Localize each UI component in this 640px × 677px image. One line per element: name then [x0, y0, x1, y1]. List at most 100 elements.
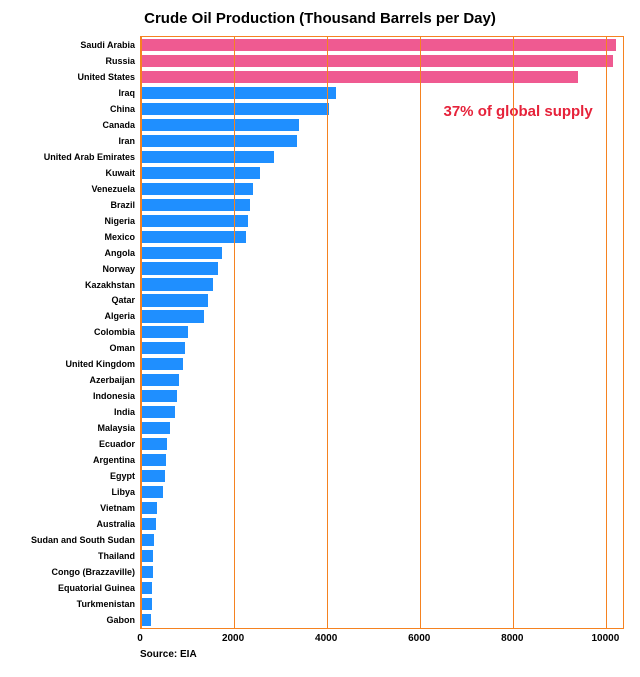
- bar-row: Iraq: [141, 85, 623, 101]
- bar-row: Indonesia: [141, 388, 623, 404]
- category-label: Qatar: [111, 295, 141, 305]
- bar: [141, 502, 157, 514]
- bar: [141, 326, 188, 338]
- bar-row: India: [141, 404, 623, 420]
- category-label: Mexico: [104, 232, 141, 242]
- bar: [141, 278, 213, 290]
- bar: [141, 614, 151, 626]
- category-label: United States: [77, 72, 141, 82]
- category-label: Turkmenistan: [77, 599, 141, 609]
- category-label: Argentina: [93, 455, 141, 465]
- category-label: Angola: [105, 248, 142, 258]
- x-tick-label: 10000: [591, 633, 619, 644]
- bar: [141, 582, 152, 594]
- bar-row: Algeria: [141, 308, 623, 324]
- bar: [141, 262, 218, 274]
- chart-container: Crude Oil Production (Thousand Barrels p…: [0, 0, 640, 677]
- category-label: Russia: [105, 56, 141, 66]
- bar: [141, 422, 170, 434]
- bar: [141, 454, 166, 466]
- category-label: Egypt: [110, 471, 141, 481]
- bars-group: Saudi ArabiaRussiaUnited StatesIraqChina…: [141, 37, 623, 628]
- category-label: Equatorial Guinea: [58, 583, 141, 593]
- category-label: Sudan and South Sudan: [31, 535, 141, 545]
- bar-row: Equatorial Guinea: [141, 580, 623, 596]
- category-label: Gabon: [107, 615, 142, 625]
- category-label: United Arab Emirates: [44, 152, 141, 162]
- bar-row: Argentina: [141, 452, 623, 468]
- bar: [141, 310, 204, 322]
- bar-row: Qatar: [141, 293, 623, 309]
- bar: [141, 215, 248, 227]
- bar-row: Turkmenistan: [141, 596, 623, 612]
- bar: [141, 358, 183, 370]
- x-tick-label: 4000: [315, 633, 337, 644]
- bar: [141, 438, 167, 450]
- bar: [141, 374, 179, 386]
- bar-row: Brazil: [141, 197, 623, 213]
- bar-row: Sudan and South Sudan: [141, 532, 623, 548]
- bar-row: Norway: [141, 261, 623, 277]
- bar-row: Mexico: [141, 229, 623, 245]
- bar: [141, 470, 165, 482]
- bar-row: Oman: [141, 340, 623, 356]
- bar: [141, 87, 336, 99]
- grid-line: [420, 37, 421, 628]
- category-label: Thailand: [98, 551, 141, 561]
- bar: [141, 39, 616, 51]
- category-label: Iraq: [118, 88, 141, 98]
- grid-line: [234, 37, 235, 628]
- bar: [141, 183, 253, 195]
- bar-row: Gabon: [141, 612, 623, 628]
- bar: [141, 342, 185, 354]
- bar-row: Russia: [141, 53, 623, 69]
- category-label: United Kingdom: [66, 359, 142, 369]
- bar-row: Iran: [141, 133, 623, 149]
- bar-row: United Kingdom: [141, 356, 623, 372]
- category-label: Canada: [102, 120, 141, 130]
- grid-line: [513, 37, 514, 628]
- bar-row: Vietnam: [141, 500, 623, 516]
- x-tick-label: 8000: [501, 633, 523, 644]
- bar-row: Saudi Arabia: [141, 37, 623, 53]
- category-label: Kuwait: [105, 168, 141, 178]
- annotation-label: 37% of global supply: [444, 103, 593, 120]
- bar-row: Kazakhstan: [141, 277, 623, 293]
- grid-line: [606, 37, 607, 628]
- bar-row: Azerbaijan: [141, 372, 623, 388]
- bar: [141, 406, 175, 418]
- category-label: Oman: [109, 343, 141, 353]
- category-label: Kazakhstan: [85, 280, 141, 290]
- plot-area: Saudi ArabiaRussiaUnited StatesIraqChina…: [140, 36, 624, 629]
- x-tick-label: 6000: [408, 633, 430, 644]
- bar: [141, 566, 153, 578]
- bar: [141, 231, 246, 243]
- category-label: China: [110, 104, 141, 114]
- category-label: India: [114, 407, 141, 417]
- bar: [141, 486, 163, 498]
- bar: [141, 55, 613, 67]
- category-label: Brazil: [110, 200, 141, 210]
- bar-row: United States: [141, 69, 623, 85]
- bar-row: Thailand: [141, 548, 623, 564]
- category-label: Colombia: [94, 327, 141, 337]
- grid-line: [141, 37, 142, 628]
- category-label: Azerbaijan: [89, 375, 141, 385]
- bar: [141, 598, 152, 610]
- chart-title: Crude Oil Production (Thousand Barrels p…: [0, 10, 640, 27]
- category-label: Vietnam: [100, 503, 141, 513]
- x-tick-label: 2000: [222, 633, 244, 644]
- bar-row: Ecuador: [141, 436, 623, 452]
- bar-row: Australia: [141, 516, 623, 532]
- bar: [141, 390, 177, 402]
- category-label: Libya: [111, 487, 141, 497]
- category-label: Congo (Brazzaville): [51, 567, 141, 577]
- bar: [141, 294, 208, 306]
- bar-row: Libya: [141, 484, 623, 500]
- bar: [141, 247, 222, 259]
- bar-row: Venezuela: [141, 181, 623, 197]
- bar: [141, 534, 154, 546]
- x-tick-label: 0: [137, 633, 143, 644]
- source-label: Source: EIA: [140, 649, 197, 660]
- category-label: Australia: [96, 519, 141, 529]
